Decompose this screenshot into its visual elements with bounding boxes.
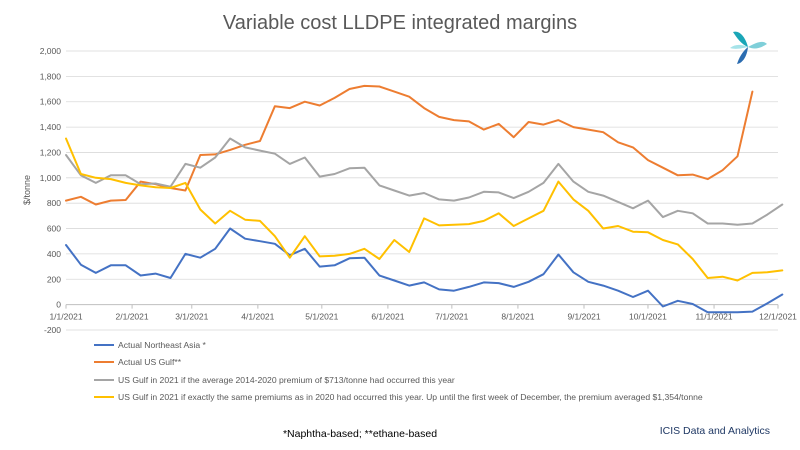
legend-item: US Gulf in 2021 if the average 2014-2020… xyxy=(94,371,703,389)
axes: -200 0 200 400 600 800 1,000 1,200 1,400 1,600 1,8… xyxy=(40,46,797,335)
legend-item: Actual US Gulf** xyxy=(94,354,703,372)
x-tick-label: 5/1/2021 xyxy=(305,312,338,322)
legend-label: Actual Northeast Asia * xyxy=(118,339,206,350)
legend-swatch xyxy=(94,378,114,381)
legend-label: Actual US Gulf** xyxy=(118,357,182,368)
y-tick-label: -200 xyxy=(44,325,61,335)
series-line-4 xyxy=(65,137,784,282)
icis-logo-icon xyxy=(730,31,767,64)
x-tick-label: 2/1/2021 xyxy=(116,312,149,322)
legend-swatch xyxy=(94,396,114,399)
series-lines xyxy=(65,84,784,314)
gridlines xyxy=(66,50,778,331)
x-tick-label: 4/1/2021 xyxy=(241,312,274,322)
y-tick-label: 1,800 xyxy=(40,71,62,81)
legend-label: US Gulf in 2021 if exactly the same prem… xyxy=(118,392,703,403)
legend-swatch xyxy=(94,361,114,364)
x-tick-label: 8/1/2021 xyxy=(501,312,534,322)
y-tick-label: 600 xyxy=(47,224,61,234)
y-tick-label: 1,000 xyxy=(40,173,62,183)
legend-item: Actual Northeast Asia * xyxy=(94,336,703,354)
series-line-1 xyxy=(65,227,784,314)
source-credit: ICIS Data and Analytics xyxy=(659,425,770,437)
y-tick-label: 1,400 xyxy=(40,122,62,132)
footnote: *Naphtha-based; **ethane-based xyxy=(282,428,438,440)
series-line-3 xyxy=(65,137,784,226)
y-tick-label: 1,600 xyxy=(40,97,62,107)
x-tick-label: 11/1/2021 xyxy=(695,312,732,322)
y-tick-label: 400 xyxy=(47,249,61,259)
y-tick-label: 2,000 xyxy=(40,46,62,56)
x-tick-label: 7/1/2021 xyxy=(435,312,468,322)
y-tick-label: 200 xyxy=(47,274,61,284)
y-tick-label: 0 xyxy=(56,300,61,310)
x-tick-label: 10/1/2021 xyxy=(629,312,667,322)
x-tick-label: 9/1/2021 xyxy=(567,312,600,322)
chart-title: Variable cost LLDPE integrated margins xyxy=(222,12,578,34)
series-line-2 xyxy=(65,84,754,206)
x-tick-label: 3/1/2021 xyxy=(175,312,208,322)
x-tick-label: 6/1/2021 xyxy=(371,312,404,322)
x-tick-label: 12/1/2021 xyxy=(759,312,797,322)
legend: Actual Northeast Asia * Actual US Gulf** U… xyxy=(94,336,703,406)
legend-label: US Gulf in 2021 if the average 2014-2020… xyxy=(118,374,455,385)
x-tick-label: 1/1/2021 xyxy=(49,312,82,322)
legend-swatch xyxy=(94,343,114,346)
legend-item: US Gulf in 2021 if exactly the same prem… xyxy=(94,389,703,407)
y-tick-label: 800 xyxy=(47,198,61,208)
y-axis-label: $/tonne xyxy=(22,175,32,205)
y-tick-label: 1,200 xyxy=(40,147,62,157)
